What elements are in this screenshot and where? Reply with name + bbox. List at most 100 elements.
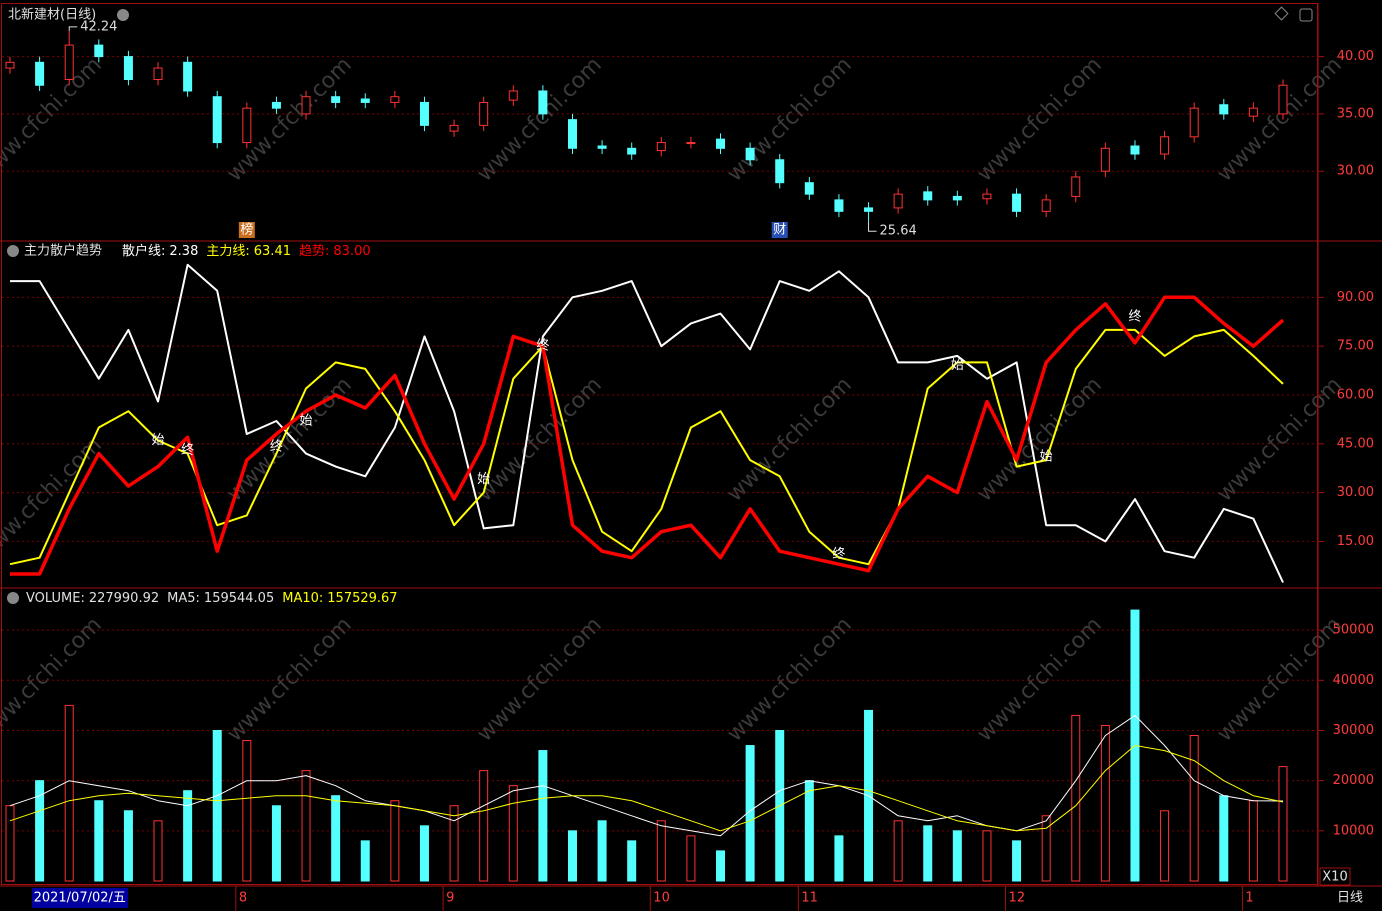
y-tick-label: 40000 [1333,673,1374,688]
volume-bar [952,830,962,882]
volume-bar [538,750,548,882]
volume-bar [1160,810,1170,882]
legend-part: 159544.05 [204,591,274,606]
candle-body [1012,193,1022,212]
candle-body [656,142,666,152]
candle-body [331,96,341,103]
volume-bar [982,830,992,882]
volume-legend: VOLUME: 227990.92 MA5: 159544.05 MA10: 157529… [26,591,398,606]
legend-part: 主力线 [206,244,245,259]
event-marker: 财 [773,223,786,238]
y-tick-label: 15.00 [1337,534,1374,549]
y-tick-label: 40.00 [1337,49,1374,64]
volume-bar [94,800,104,882]
signal-label: 终 [832,546,845,562]
y-tick-label: 20000 [1333,773,1374,788]
volume-bar [834,835,844,882]
series-line [10,263,1284,583]
volume-bar [183,790,193,882]
dropdown-icon[interactable] [7,592,19,604]
volume-bar [686,835,696,882]
y-tick-label: 30000 [1333,723,1374,738]
candle-body [1248,107,1258,117]
volume-bar [1219,795,1229,882]
signal-label: 终 [1128,308,1141,324]
y-tick-label: 50000 [1333,623,1374,638]
candle-body [745,147,755,161]
volume-bar [597,820,607,882]
volume-bar [212,729,222,882]
candle-body [864,207,874,212]
volume-bar [893,820,903,882]
candle-body [952,195,962,201]
period-label[interactable]: 日线 [1337,891,1363,906]
extreme-price-label: 42.24 [80,19,117,34]
volume-bar [716,850,726,882]
signal-label: 终 [270,439,283,455]
volume-bar [301,770,311,882]
volume-bar [360,840,370,882]
volume-bar [1248,800,1258,882]
volume-bar [331,795,341,882]
legend-part: 2.38 [169,244,198,259]
volume-bar [567,830,577,882]
volume-bar [390,800,400,882]
price-pointer [68,26,78,31]
volume-bar [508,785,518,882]
candle-body [982,193,992,200]
volume-bar [1012,840,1022,882]
volume-bar [35,780,45,882]
y-tick-label: 30.00 [1337,485,1374,500]
candle-body [419,101,429,126]
y-tick-label: 60.00 [1337,387,1374,402]
candle-body [1278,84,1288,115]
y-tick-label: 10000 [1333,823,1374,838]
legend-part: : [325,244,329,259]
event-marker-box [238,222,255,238]
dropdown-icon[interactable] [7,245,19,257]
month-label: 8 [239,891,247,906]
y-tick-label: 75.00 [1337,339,1374,354]
volume-bar [627,840,637,882]
legend-part: : [161,244,165,259]
diamond-icon[interactable] [1274,6,1289,21]
candle-body [183,61,193,92]
month-label: 10 [653,891,670,906]
y-tick-label: 35.00 [1337,106,1374,121]
candle-body [1160,136,1170,155]
legend-part: VOLUME [26,591,80,606]
volume-bar [153,820,163,882]
legend-part: : [196,591,200,606]
legend-part: 83.00 [333,244,370,259]
candle-body [123,56,133,81]
candle-body [686,142,696,145]
month-label: 1 [1245,891,1253,906]
plots: 30.00 35.00 40.00 42.24 25.64 榜 财 15.00 30.00 45.… [2,19,1374,911]
candle-body [153,67,163,81]
volume-bar [1041,815,1051,882]
dropdown-icon[interactable] [117,9,129,21]
signal-label: 终 [536,338,549,354]
extreme-price-label: 25.64 [880,224,917,239]
signal-label: 始 [477,472,490,487]
candle-body [94,44,104,58]
volume-bar [64,704,74,882]
candle-body [597,145,607,149]
volume-bar [1278,766,1288,882]
candle-body [1219,104,1229,115]
candle-body [35,61,45,86]
candle-body [627,147,637,155]
candle-body [271,101,281,109]
window-icon[interactable] [1299,8,1313,22]
volume-bar [419,825,429,882]
candle-body [1130,145,1140,155]
volume-bar [5,805,15,882]
cursor-date: 2021/07/02/五 [34,891,126,906]
date-cursor-box [32,888,128,908]
legend-part: MA10 [282,591,319,606]
volume-bar [123,810,133,882]
volume-bar [242,740,252,882]
volume-bar [804,780,814,882]
